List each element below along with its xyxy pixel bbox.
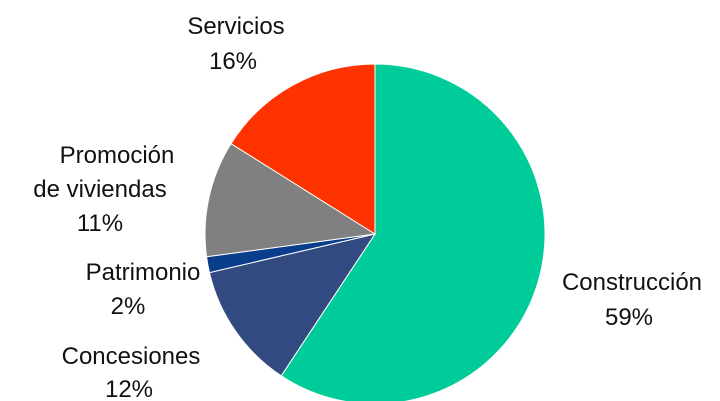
pie-slice-servicios (230, 63, 376, 235)
value-promocion: 11% (77, 210, 123, 237)
value-concesiones: 12% (105, 376, 153, 401)
label-patrimonio: Patrimonio (86, 259, 201, 286)
pie-slice-promocion-de-viviendas (204, 142, 377, 258)
label-promocion-line2: de viviendas (33, 176, 166, 203)
pie-slice-construccion (280, 63, 546, 401)
label-concesiones: Concesiones (62, 343, 201, 370)
value-servicios: 16% (209, 48, 257, 75)
value-construccion: 59% (605, 304, 653, 331)
label-servicios: Servicios (187, 13, 284, 40)
pie-slice-concesiones (208, 233, 377, 377)
value-patrimonio: 2% (111, 293, 146, 320)
pie-slices (204, 63, 546, 401)
label-promocion-line1: Promoción (60, 142, 175, 169)
label-construccion: Construcción (562, 269, 702, 296)
